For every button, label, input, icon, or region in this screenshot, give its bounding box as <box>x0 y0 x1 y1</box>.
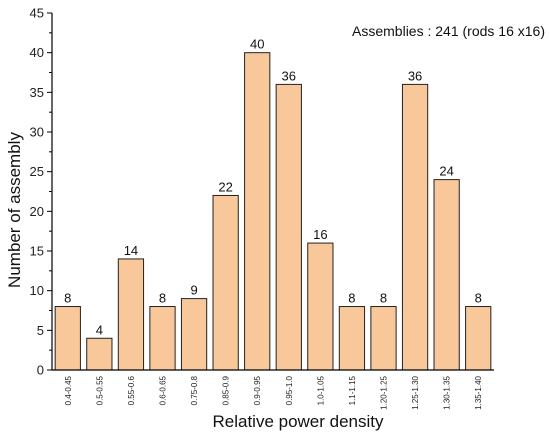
bar-value-label: 8 <box>380 291 387 306</box>
y-tick-label: 15 <box>30 244 44 259</box>
y-tick-label: 35 <box>30 85 44 100</box>
y-tick-label: 45 <box>30 6 44 21</box>
bar <box>433 179 460 371</box>
x-category-label: 1.0-1.05 <box>316 375 325 405</box>
x-category-label: 0.6-0.65 <box>159 375 168 405</box>
y-tick-label: 30 <box>30 125 44 140</box>
bar-value-label: 9 <box>190 283 197 298</box>
bar-value-label: 16 <box>313 227 327 242</box>
bars-group <box>54 52 492 371</box>
bar <box>275 83 302 371</box>
x-category-label: 1.25-1.30 <box>411 375 420 409</box>
y-axis-ticks: 0 5 10 15 20 25 30 35 40 45 <box>30 6 52 378</box>
bar-value-label: 36 <box>408 68 422 83</box>
bar <box>401 83 429 371</box>
bar <box>117 258 145 371</box>
y-tick-label: 40 <box>30 45 44 60</box>
x-category-label: 0.85-0.9 <box>222 375 231 405</box>
bar <box>338 306 366 371</box>
x-category-label: 0.9-0.95 <box>253 375 262 405</box>
bar <box>465 306 492 371</box>
bar <box>54 306 81 371</box>
y-axis-title: Number of assembly <box>5 132 24 288</box>
y-tick-label: 0 <box>37 363 44 378</box>
x-category-label: 0.75-0.8 <box>190 375 199 405</box>
bar <box>370 306 397 371</box>
bar-value-label: 8 <box>348 291 355 306</box>
bar-value-label: 24 <box>439 164 453 179</box>
bar-value-label: 4 <box>96 322 103 337</box>
bar <box>149 306 176 371</box>
bar <box>307 242 334 371</box>
bar <box>244 52 271 371</box>
bar <box>212 194 239 371</box>
bar-value-label: 8 <box>64 291 71 306</box>
bar <box>86 337 113 371</box>
bar-value-label: 22 <box>218 179 232 194</box>
bar-value-label: 40 <box>250 37 264 52</box>
assemblies-annotation: Assemblies : 241 (rods 16 x16) <box>352 23 545 39</box>
y-tick-label: 10 <box>30 283 44 298</box>
bar-value-label: 36 <box>282 68 296 83</box>
x-category-label: 0.55-0.6 <box>127 375 136 405</box>
x-category-label: 1.20-1.25 <box>380 375 389 409</box>
x-category-label: 0.4-0.45 <box>64 375 73 405</box>
x-axis-labels: 0.4-0.45 0.5-0.55 0.55-0.6 0.6-0.65 0.75-0.8… <box>64 375 483 409</box>
x-category-label: 0.95-1.0 <box>285 375 294 405</box>
bar <box>180 298 208 371</box>
data-labels-group: 8 4 14 8 9 22 40 36 16 8 8 36 24 8 <box>64 37 482 338</box>
x-axis-title: Relative power density <box>212 412 384 431</box>
x-category-label: 0.5-0.55 <box>95 375 104 405</box>
y-tick-label: 5 <box>37 323 44 338</box>
y-tick-label: 20 <box>30 204 44 219</box>
x-category-label: 1.30-1.35 <box>443 375 452 409</box>
bar-value-label: 14 <box>124 243 138 258</box>
x-category-label: 1.35-1.40 <box>474 375 483 409</box>
bar-value-label: 8 <box>475 291 482 306</box>
x-category-label: 1.1-1.15 <box>348 375 357 405</box>
bar-value-label: 8 <box>159 291 166 306</box>
y-tick-label: 25 <box>30 164 44 179</box>
